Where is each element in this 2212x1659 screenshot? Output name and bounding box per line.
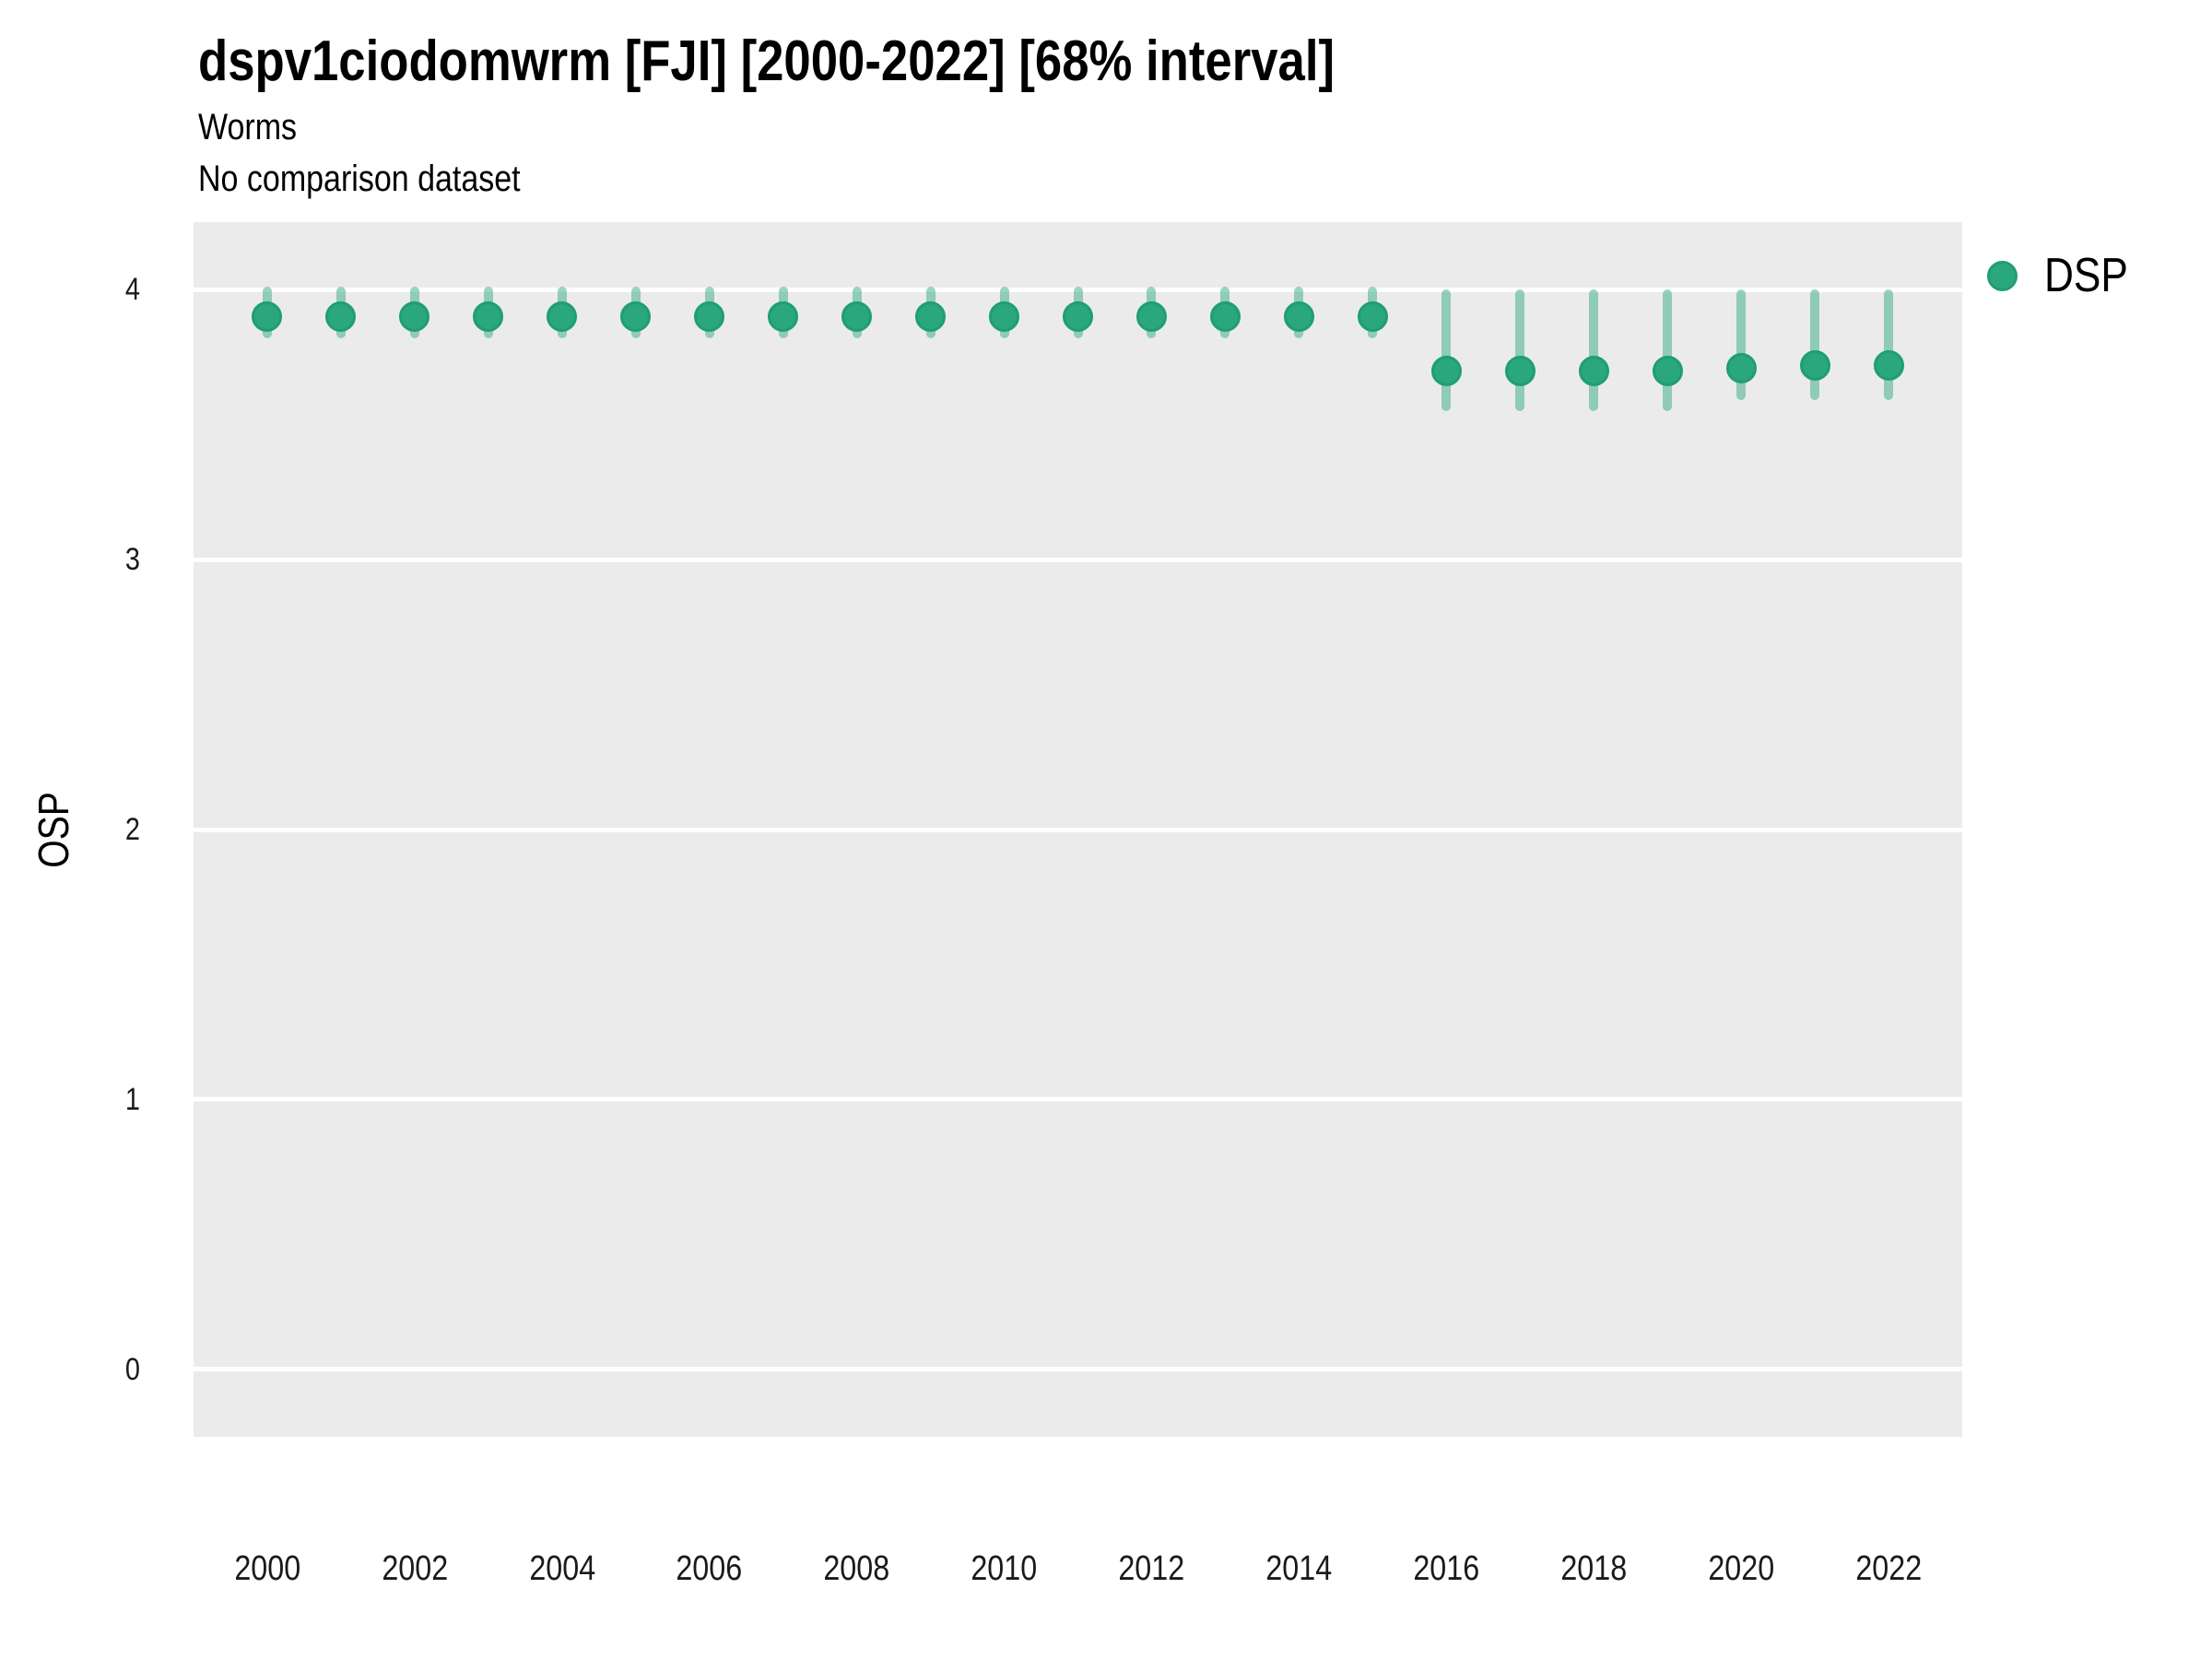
y-tick-label-3: 3 bbox=[124, 542, 140, 578]
legend-label: DSP bbox=[2044, 249, 2128, 302]
data-point-2010 bbox=[989, 301, 1020, 332]
x-tick-label-2022: 2022 bbox=[1855, 1549, 1922, 1588]
plot-panel bbox=[194, 222, 1962, 1437]
data-point-2009 bbox=[915, 301, 947, 332]
x-tick-label-2012: 2012 bbox=[1118, 1549, 1185, 1588]
y-tick-label-4: 4 bbox=[124, 272, 140, 308]
y-tick-label-2: 2 bbox=[124, 812, 140, 847]
data-point-2003 bbox=[473, 301, 504, 332]
x-tick-label-2016: 2016 bbox=[1413, 1549, 1480, 1588]
x-tick-label-2000: 2000 bbox=[234, 1549, 300, 1588]
chart-title-text: dspv1ciodomwrm [FJI] [2000-2022] [68% in… bbox=[198, 29, 1335, 93]
data-point-2021 bbox=[1799, 349, 1830, 381]
data-point-2019 bbox=[1652, 355, 1683, 386]
gridline-y-3 bbox=[194, 557, 1962, 562]
data-point-2014 bbox=[1283, 301, 1314, 332]
chart-subtitle-text: Worms bbox=[198, 107, 298, 147]
gridline-y-1 bbox=[194, 1097, 1962, 1102]
legend-item-dsp: DSP bbox=[1987, 245, 2143, 306]
data-point-2008 bbox=[841, 301, 873, 332]
y-tick-label-1: 1 bbox=[124, 1081, 140, 1117]
gridline-y-4 bbox=[194, 287, 1962, 292]
x-tick-label-2014: 2014 bbox=[1265, 1549, 1333, 1588]
data-point-2022 bbox=[1873, 349, 1904, 381]
gridline-y-2 bbox=[194, 827, 1962, 832]
comparison-note-text: No comparison dataset bbox=[198, 159, 521, 199]
gridline-y-0 bbox=[194, 1367, 1962, 1372]
data-point-2017 bbox=[1504, 355, 1535, 386]
data-point-2013 bbox=[1209, 301, 1241, 332]
x-tick-label-2020: 2020 bbox=[1708, 1549, 1775, 1588]
data-point-2007 bbox=[768, 301, 799, 332]
chart-subtitle: Worms bbox=[198, 107, 314, 147]
error-bar-2016 bbox=[1441, 289, 1452, 412]
x-tick-label-2004: 2004 bbox=[528, 1549, 595, 1588]
x-tick-label-2006: 2006 bbox=[676, 1549, 743, 1588]
data-point-2020 bbox=[1725, 352, 1757, 383]
x-tick-label-2018: 2018 bbox=[1560, 1549, 1628, 1588]
data-point-2005 bbox=[620, 301, 652, 332]
legend-swatch-icon bbox=[1987, 260, 2018, 291]
error-bar-2021 bbox=[1810, 289, 1820, 401]
x-tick-label-2010: 2010 bbox=[971, 1549, 1038, 1588]
data-point-2004 bbox=[547, 301, 578, 332]
data-point-2011 bbox=[1063, 301, 1093, 332]
data-point-2000 bbox=[252, 301, 283, 332]
data-point-2015 bbox=[1357, 301, 1388, 332]
data-point-2016 bbox=[1430, 355, 1462, 386]
data-point-2001 bbox=[325, 301, 357, 332]
y-tick-label-0: 0 bbox=[124, 1351, 140, 1387]
error-bar-2017 bbox=[1515, 289, 1525, 412]
x-tick-label-2002: 2002 bbox=[381, 1549, 448, 1588]
data-point-2002 bbox=[399, 301, 430, 332]
x-tick-label-2008: 2008 bbox=[823, 1549, 890, 1588]
error-bar-2022 bbox=[1884, 289, 1894, 401]
data-point-2018 bbox=[1578, 355, 1609, 386]
error-bar-2019 bbox=[1663, 289, 1673, 412]
data-point-2012 bbox=[1135, 301, 1167, 332]
error-bar-2018 bbox=[1589, 289, 1599, 412]
comparison-note: No comparison dataset bbox=[198, 159, 577, 199]
data-point-2006 bbox=[694, 301, 725, 332]
error-bar-2020 bbox=[1736, 289, 1747, 401]
chart-title: dspv1ciodomwrm [FJI] [2000-2022] [68% in… bbox=[198, 28, 1535, 96]
